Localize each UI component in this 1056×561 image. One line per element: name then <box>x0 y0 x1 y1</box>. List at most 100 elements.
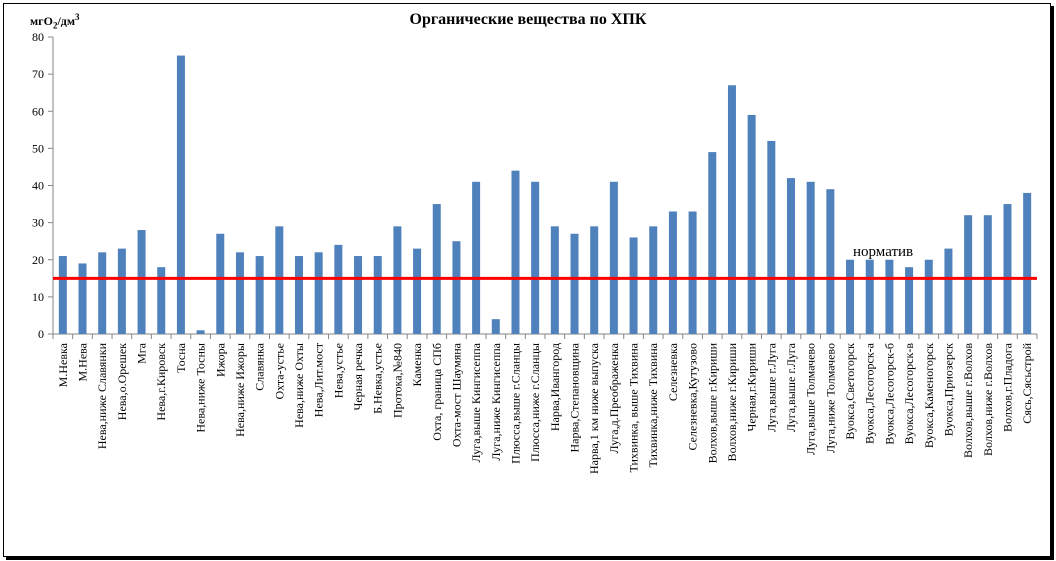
bar <box>747 114 756 335</box>
x-tick-label: М.Невка <box>56 342 70 387</box>
bar <box>491 319 500 334</box>
bar <box>157 267 166 334</box>
bar <box>865 259 874 334</box>
bar <box>196 330 205 334</box>
x-tick-label: Волхов,выше г.Кириши <box>705 342 719 463</box>
x-tick-label: Протока,№840 <box>390 343 404 418</box>
bar <box>98 252 107 334</box>
bar <box>511 170 520 334</box>
bar <box>354 256 363 334</box>
y-tick-label: 20 <box>32 253 44 267</box>
bar <box>668 211 677 334</box>
bar <box>846 259 855 334</box>
y-tick-label: 60 <box>32 104 44 118</box>
bar <box>373 256 382 334</box>
y-tick-label: 30 <box>32 216 44 230</box>
bar <box>137 230 146 334</box>
bar <box>727 85 736 334</box>
bar <box>334 244 343 334</box>
x-tick-label: Нева,ниже Славянки <box>95 342 109 449</box>
x-tick-label: Волхов,ниже г.Волхов <box>981 343 995 456</box>
x-tick-label: Луга,выше Толмачево <box>804 343 818 455</box>
x-tick-label: Нева,Лит.мост <box>312 342 326 417</box>
bar <box>255 256 264 334</box>
x-tick-label: М.Нева <box>76 342 90 381</box>
x-tick-label: Охта-мост Шаумяна <box>449 342 463 447</box>
x-tick-label: Тихвинка,ниже Тихвина <box>646 342 660 467</box>
x-tick-label: Луга,выше г.Луга <box>764 342 778 432</box>
x-tick-label: Волхов,г.Пладога <box>1000 342 1014 432</box>
bar <box>629 237 638 334</box>
bar <box>452 241 461 334</box>
x-tick-label: Нева,о.Орешек <box>115 343 129 420</box>
x-tick-label: Черная,г.Кириши <box>745 342 759 431</box>
x-tick-label: Нарва,Степановщина <box>568 342 582 452</box>
x-tick-label: Нарва,1 км ниже выпуска <box>587 342 601 474</box>
bar <box>472 181 481 334</box>
x-tick-label: Нева,устье <box>331 343 345 398</box>
x-tick-label: Мга <box>135 342 149 364</box>
bar <box>176 55 185 334</box>
bar <box>78 263 87 334</box>
x-tick-label: Плюсса,выше г.Сланцы <box>508 343 522 464</box>
x-tick-label: Вуокса,Светогорск <box>843 343 857 440</box>
bar <box>826 189 835 334</box>
bar <box>295 256 303 334</box>
x-tick-label: Вуокса,Лесогорск-в <box>902 343 916 445</box>
bar <box>275 226 284 334</box>
bar <box>1023 192 1032 334</box>
bar <box>964 215 973 334</box>
bar <box>944 248 953 334</box>
bar <box>432 204 441 334</box>
bar <box>531 181 540 334</box>
bar <box>117 248 126 334</box>
bar <box>983 215 992 334</box>
x-tick-label: Вуокса,Лесогорск-б <box>882 343 896 445</box>
bar <box>216 233 225 334</box>
x-tick-label: Тихвинка, выше Тихвина <box>627 342 641 472</box>
x-tick-label: Плюсса,ниже г.Сланцы <box>528 343 542 462</box>
bar <box>413 248 422 334</box>
bar <box>924 259 933 334</box>
x-tick-label: Луга,выше г.Луга <box>784 342 798 432</box>
y-tick-label: 50 <box>32 141 44 155</box>
bar <box>708 152 717 334</box>
x-tick-label: Тосна <box>174 342 188 372</box>
x-tick-label: Селезневка <box>666 342 680 401</box>
bar <box>235 252 244 334</box>
x-tick-label: Волхов,ниже г.Кириши <box>725 342 739 461</box>
bar <box>550 226 559 334</box>
chart-title: Органические вещества по ХПК <box>409 11 647 28</box>
y-tick-label: 0 <box>38 327 44 341</box>
x-tick-label: Луга,ниже Кингисеппа <box>489 342 503 460</box>
x-tick-label: Славянка <box>253 342 267 390</box>
bar <box>393 226 402 334</box>
bar <box>590 226 599 334</box>
x-tick-label: Б.Невка,устье <box>371 343 385 414</box>
x-tick-label: Вуокса,Лесогорск-а <box>863 342 877 444</box>
bar <box>905 267 914 334</box>
reference-line-label: норматив <box>853 244 913 260</box>
bar <box>806 181 815 334</box>
bar <box>688 211 697 334</box>
bar <box>570 233 579 334</box>
x-tick-label: Охта-устье <box>272 343 286 399</box>
x-tick-label: Луга,ниже Толмачево <box>823 343 837 453</box>
y-tick-label: 10 <box>32 290 44 304</box>
x-tick-label: Нарва,Ивангород <box>548 343 562 431</box>
bar <box>649 226 658 334</box>
x-tick-label: Нева,ниже Охты <box>292 343 306 428</box>
bar <box>787 178 795 334</box>
x-tick-label: Сясь,Сясьстрой <box>1020 342 1034 423</box>
bar <box>314 252 323 334</box>
y-axis-label: мгО2/дм3 <box>30 12 80 31</box>
x-tick-label: Волхов,выше г.Волхов <box>961 343 975 458</box>
x-tick-label: Каменка <box>410 342 424 386</box>
x-tick-label: Луга,выше Кингисеппа <box>469 342 483 462</box>
x-tick-label: Ижора <box>213 342 227 377</box>
bar <box>767 140 776 334</box>
x-tick-label: Охта, граница СПб <box>430 343 444 441</box>
bar <box>885 259 894 334</box>
x-tick-label: Нева,г.Кировск <box>154 343 168 421</box>
